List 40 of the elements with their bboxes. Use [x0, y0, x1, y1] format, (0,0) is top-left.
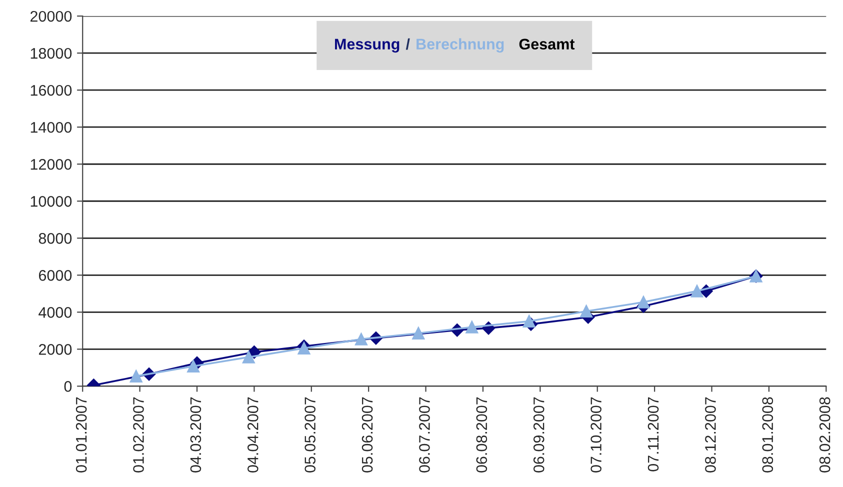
- x-tick-label: 06.07.2007: [419, 397, 430, 472]
- y-tick-label: 10000: [30, 196, 72, 207]
- y-tick-label: 8000: [38, 233, 72, 244]
- x-tick-label: 01.02.2007: [133, 397, 144, 472]
- point: [298, 342, 310, 355]
- y-tick-label: 14000: [30, 122, 72, 133]
- point: [466, 320, 478, 334]
- point: [690, 284, 704, 298]
- x-tick-label: 07.10.2007: [590, 397, 602, 472]
- x-tick-label: 04.04.2007: [247, 397, 258, 472]
- point: [580, 304, 593, 318]
- x-tick-label: 06.09.2007: [533, 397, 544, 472]
- y-tick-label: 18000: [30, 48, 72, 59]
- point: [242, 350, 255, 364]
- point: [354, 332, 368, 346]
- x-tick-label: 08.01.2008: [762, 397, 774, 472]
- point: [130, 370, 142, 382]
- x-tick-label: 05.06.2007: [362, 397, 373, 472]
- text: Berechnung: [416, 38, 504, 53]
- y-tick-label: 4000: [38, 307, 72, 318]
- x-tick-label: 07.11.2007: [648, 397, 659, 472]
- point: [637, 296, 650, 308]
- y-tick-label: 0: [64, 381, 72, 392]
- y-tick-label: 12000: [30, 158, 72, 170]
- text: Messung: [335, 38, 400, 53]
- x-tick-label: 08.02.2008: [819, 397, 830, 472]
- x-tick-label: 08.12.2007: [705, 397, 716, 472]
- y-tick-label: 16000: [30, 84, 72, 96]
- text: Gesamt: [519, 38, 575, 50]
- x-tick-label: 04.03.2007: [190, 397, 202, 472]
- point: [522, 314, 536, 328]
- y-tick-label: 6000: [38, 270, 72, 281]
- x-tick-label: 05.05.2007: [304, 397, 316, 472]
- y-tick-label: 20000: [30, 10, 72, 22]
- point: [187, 360, 200, 372]
- annotation: /: [406, 38, 410, 50]
- x-tick-label: 06.08.2007: [476, 397, 488, 472]
- y-tick-label: 2000: [38, 344, 72, 355]
- x-tick-label: 01.01.2007: [76, 397, 87, 472]
- point: [412, 327, 425, 340]
